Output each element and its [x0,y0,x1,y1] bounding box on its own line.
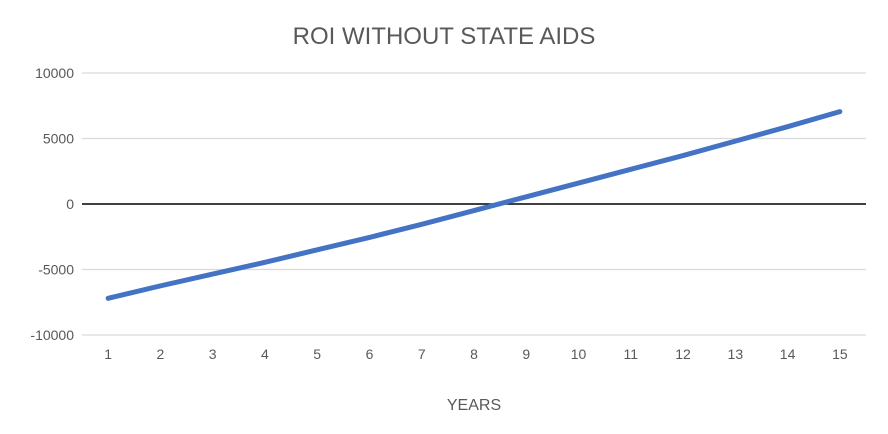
chart-title: ROI WITHOUT STATE AIDS [293,23,596,50]
x-tick-label: 13 [728,346,744,362]
x-tick-label: 11 [624,346,639,362]
y-tick-label: -5000 [38,262,74,278]
x-tick-label: 3 [209,346,217,362]
x-tick-label: 9 [522,346,530,362]
x-tick-label: 1 [104,346,112,362]
x-tick-label: 14 [780,346,796,362]
x-tick-label: 12 [675,346,691,362]
x-tick-label: 15 [832,346,848,362]
y-tick-label: 10000 [35,65,74,81]
y-axis-tick-labels: 10000 5000 0 -5000 -10000 [30,65,74,343]
series-layer [105,109,843,301]
x-axis-title: YEARS [447,397,501,414]
x-tick-label: 8 [470,346,478,362]
x-tick-label: 6 [366,346,374,362]
y-tick-label: -10000 [30,327,74,343]
x-tick-label: 7 [418,346,426,362]
x-tick-label: 5 [313,346,321,362]
y-tick-label: 5000 [43,131,74,147]
x-tick-label: 4 [261,346,269,362]
y-gridlines [82,72,866,336]
x-axis-tick-labels: 1 2 3 4 5 6 7 8 9 10 11 12 13 14 15 [104,346,848,362]
x-tick-label: 10 [571,346,587,362]
y-tick-label: 0 [66,196,74,212]
x-tick-label: 2 [157,346,165,362]
roi-series-line [105,109,843,301]
